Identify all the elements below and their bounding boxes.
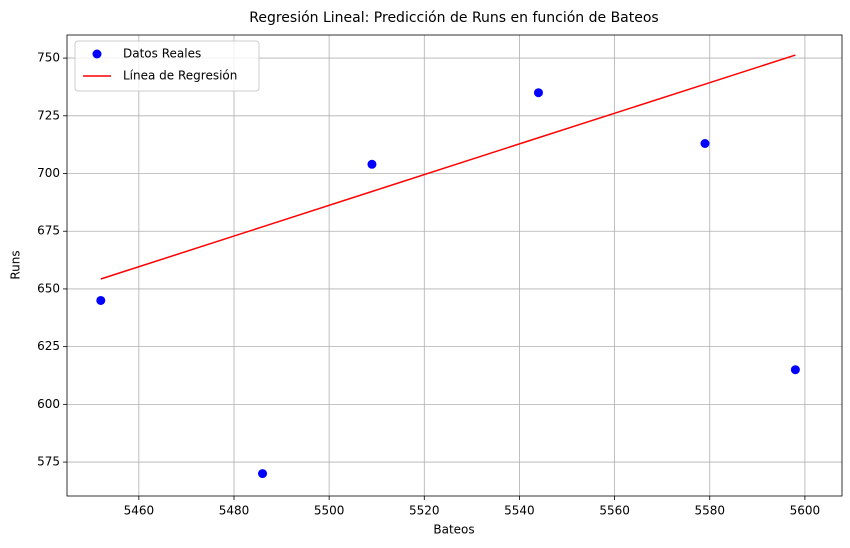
legend-label: Datos Reales [123,47,201,61]
y-tick-label: 750 [37,51,60,65]
x-tick-label: 5520 [409,504,440,518]
x-tick-label: 5460 [124,504,155,518]
data-point [533,88,543,98]
data-point [96,295,106,305]
legend-swatch [92,49,102,59]
y-tick-label: 650 [37,281,60,295]
legend-label: Línea de Regresión [123,69,237,83]
regression-line [100,54,796,280]
x-tick-label: 5580 [694,504,725,518]
plot-frame [66,34,843,497]
data-point [367,159,377,169]
data-point [258,469,268,479]
data-point [700,138,710,148]
y-axis-label: Runs [9,250,23,279]
y-tick-label: 575 [37,455,60,469]
y-tick-label: 625 [37,339,60,353]
x-axis-label: Bateos [433,523,474,537]
x-tick-label: 5540 [504,504,535,518]
legend: Datos Reales Línea de Regresión [74,40,260,92]
y-tick-label: 700 [37,166,60,180]
legend-box [74,40,260,92]
x-tick-label: 5600 [790,504,821,518]
data-point [790,365,800,375]
x-tick-label: 5500 [314,504,345,518]
y-tick-label: 675 [37,224,60,238]
x-tick-label: 5560 [599,504,630,518]
chart-title: Regresión Lineal: Predicción de Runs en … [249,10,658,26]
y-tick-label: 725 [37,108,60,122]
x-tick-label: 5480 [219,504,250,518]
y-tick-label: 600 [37,397,60,411]
